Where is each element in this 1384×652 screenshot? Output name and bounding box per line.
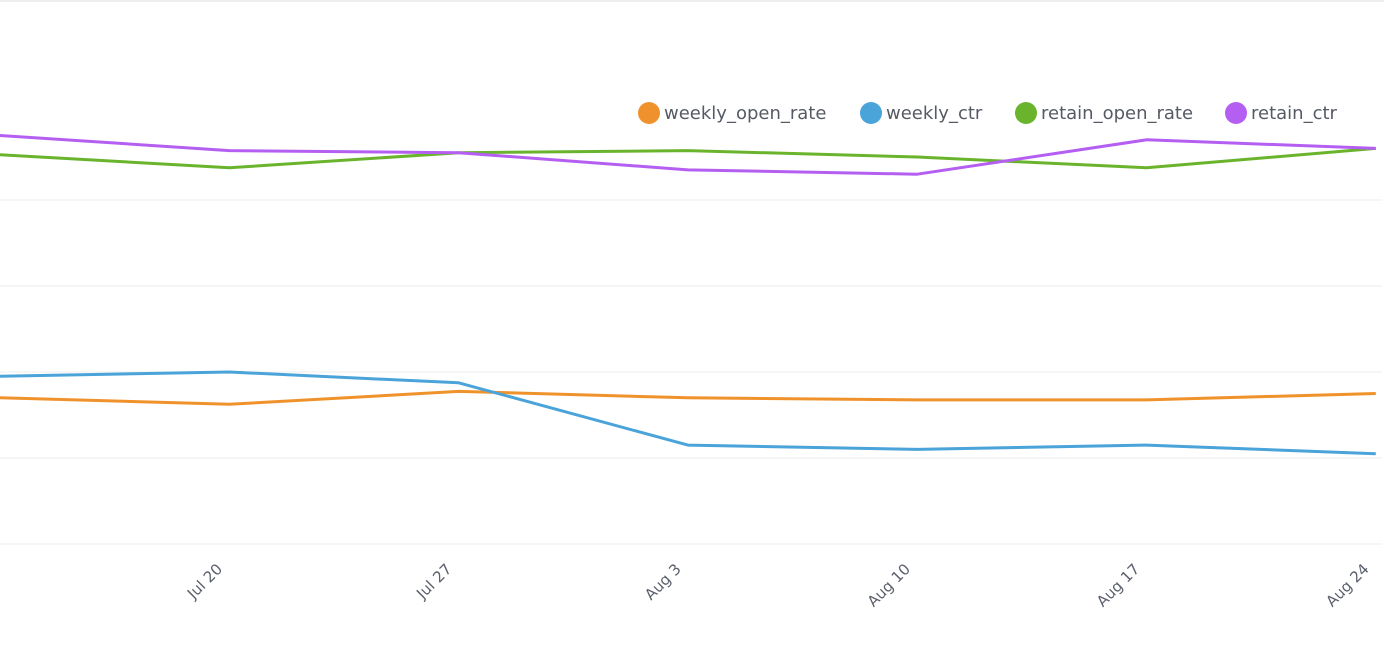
- legend-label: weekly_ctr: [886, 103, 983, 124]
- legend-item-weekly-ctr[interactable]: weekly_ctr: [860, 102, 983, 124]
- legend-item-retain-open-rate[interactable]: retain_open_rate: [1015, 102, 1193, 124]
- x-tick-label: Aug 10: [864, 560, 914, 610]
- legend-marker: [638, 102, 660, 124]
- series-line-weekly-open-rate[interactable]: [0, 389, 1376, 406]
- legend-marker: [860, 102, 882, 124]
- x-axis-ticks: Jul 20 Jul 27 Aug 3 Aug 10 Aug 17 Aug 24: [183, 560, 1373, 610]
- legend-label: weekly_open_rate: [664, 103, 826, 124]
- series-line-retain-open-rate[interactable]: [0, 146, 1376, 170]
- series-line-retain-ctr[interactable]: [0, 134, 1376, 176]
- series-line-weekly-ctr[interactable]: [0, 370, 1376, 456]
- legend-item-weekly-open-rate[interactable]: weekly_open_rate: [638, 102, 826, 124]
- legend-marker: [1225, 102, 1247, 124]
- x-tick-label: Aug 17: [1093, 560, 1143, 610]
- legend-marker: [1015, 102, 1037, 124]
- x-tick-label: Aug 24: [1322, 560, 1372, 610]
- legend-label: retain_open_rate: [1041, 103, 1193, 124]
- series-lines: [0, 134, 1376, 456]
- x-tick-label: Aug 3: [641, 560, 685, 604]
- legend-label: retain_ctr: [1251, 103, 1338, 124]
- x-tick-label: Jul 27: [412, 560, 455, 603]
- x-tick-label: Jul 20: [183, 560, 226, 603]
- legend[interactable]: weekly_open_rate weekly_ctr retain_open_ra…: [638, 102, 1338, 124]
- legend-item-retain-ctr[interactable]: retain_ctr: [1225, 102, 1338, 124]
